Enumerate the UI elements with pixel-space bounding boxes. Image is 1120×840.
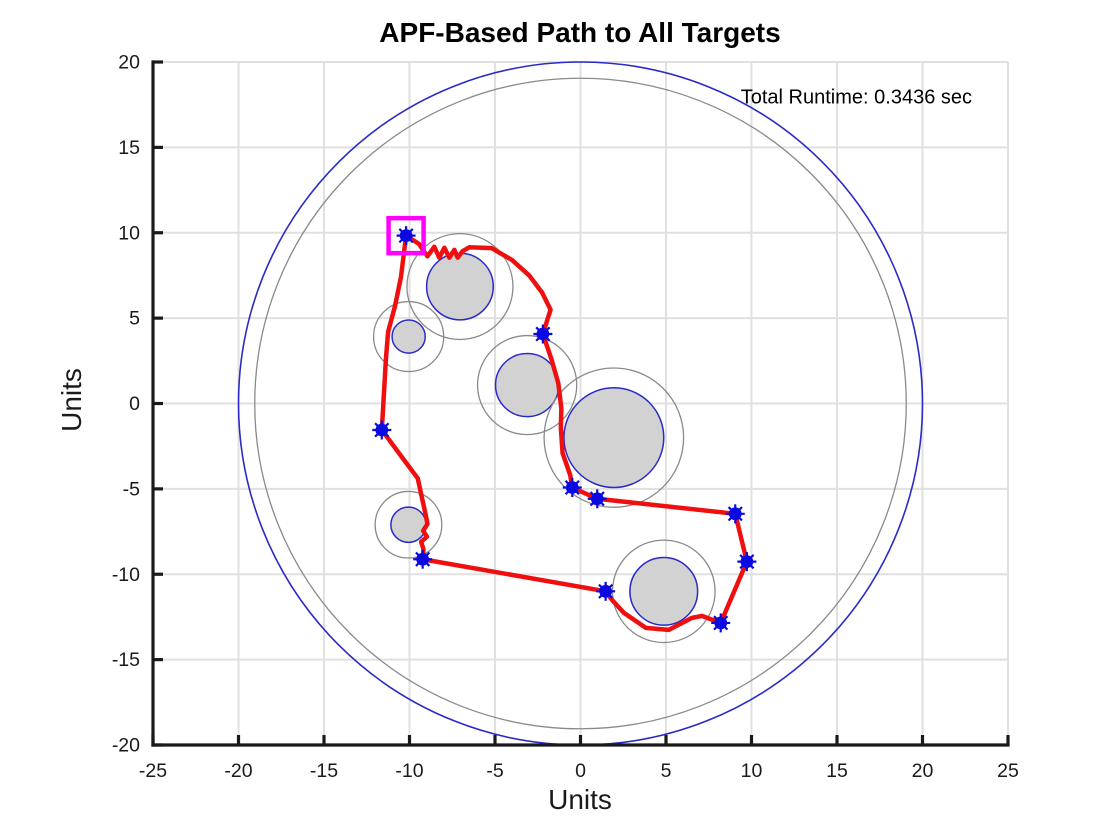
y-tick-label: 5 <box>129 308 140 330</box>
obstacle-influence-circle <box>374 490 443 559</box>
x-tick-label: 0 <box>575 760 586 782</box>
x-tick-label: 20 <box>912 760 934 782</box>
marker-dot <box>416 552 430 566</box>
workspace-inner-boundary-circle <box>254 77 907 730</box>
target-marker <box>737 552 757 572</box>
x-tick-label: 10 <box>741 760 763 782</box>
marker-dot <box>375 423 389 437</box>
y-axis-label: Units <box>56 368 87 432</box>
marker-dot <box>565 481 579 494</box>
target-marker <box>562 478 582 498</box>
obstacle-influence-circle <box>476 334 578 436</box>
target-marker <box>725 504 745 524</box>
plot-title: APF-Based Path to All Targets <box>379 17 781 48</box>
tick-marks <box>151 60 1010 747</box>
x-tick-label: -20 <box>224 760 252 782</box>
marker-dot <box>399 229 413 243</box>
obstacle-circle <box>390 506 427 544</box>
obstacle-influence-circle <box>372 300 445 373</box>
x-tick-label: 25 <box>997 760 1019 782</box>
y-tick-label: -10 <box>112 564 140 586</box>
obstacle-influence-circle <box>406 232 514 341</box>
marker-dot <box>590 492 604 506</box>
target-marker <box>587 489 607 509</box>
y-tick-label: 10 <box>118 222 140 244</box>
marker-dot <box>740 555 754 569</box>
marker-dot <box>599 584 613 598</box>
runtime-annotation: Total Runtime: 0.3436 sec <box>740 86 972 109</box>
target-marker <box>372 420 392 440</box>
x-tick-label: -25 <box>139 760 167 782</box>
x-tick-label: 15 <box>826 760 848 782</box>
target-marker <box>596 581 616 601</box>
obstacle-circle <box>563 387 665 489</box>
x-tick-label: 5 <box>661 760 672 782</box>
y-tick-label: -15 <box>112 649 140 671</box>
obstacle-circle <box>425 252 495 321</box>
obstacles <box>372 232 716 644</box>
tick-labels: -25 -20 -15 -10 -5 0 5 10 15 20 25 -20 -15 -10 -5 0 5 10 1… <box>112 52 1019 783</box>
y-tick-label: 0 <box>129 393 140 415</box>
x-tick-label: -10 <box>395 760 423 782</box>
start-marker-square <box>386 215 426 256</box>
target-marker <box>413 549 433 569</box>
y-tick-label: 15 <box>118 137 140 159</box>
obstacle-circle <box>391 319 426 354</box>
marker-dot <box>714 616 728 630</box>
marker-dot <box>728 507 742 521</box>
obstacle-circle <box>494 352 560 418</box>
start-target-marker <box>396 226 416 246</box>
target-marker <box>533 324 553 344</box>
y-tick-label: -5 <box>123 478 140 500</box>
obstacle-influence-circle <box>543 367 685 508</box>
x-tick-label: -5 <box>486 760 503 782</box>
obstacle-circle <box>629 556 699 626</box>
x-axis-label: Units <box>548 784 612 815</box>
x-tick-label: -15 <box>310 760 338 782</box>
y-tick-label: -20 <box>112 735 140 757</box>
marker-dot <box>536 327 550 341</box>
y-tick-label: 20 <box>118 52 140 74</box>
target-marker <box>711 613 731 633</box>
